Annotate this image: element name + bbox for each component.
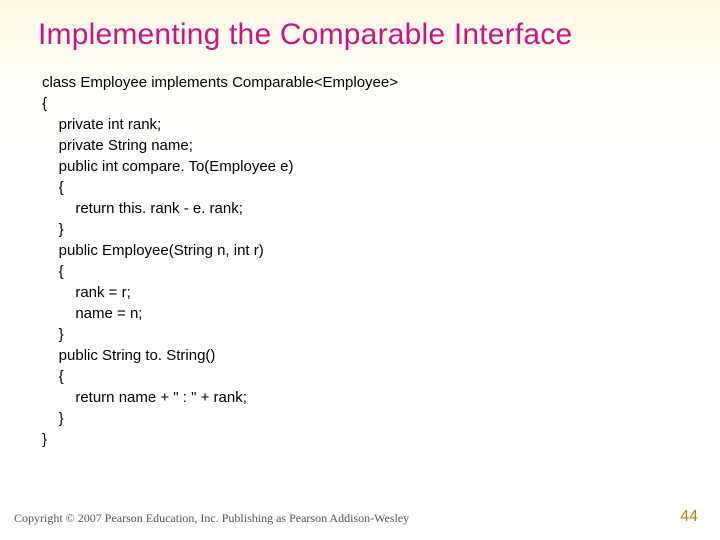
code-line: { <box>42 93 720 114</box>
code-line: public int compare. To(Employee e) <box>42 156 720 177</box>
code-line: { <box>42 366 720 387</box>
code-line: { <box>42 177 720 198</box>
code-line: name = n; <box>42 303 720 324</box>
code-line: public Employee(String n, int r) <box>42 240 720 261</box>
code-line: class Employee implements Comparable<Emp… <box>42 72 720 93</box>
code-line: private String name; <box>42 135 720 156</box>
code-block: class Employee implements Comparable<Emp… <box>0 52 720 450</box>
page-number: 44 <box>680 508 698 526</box>
copyright-footer: Copyright © 2007 Pearson Education, Inc.… <box>14 511 409 526</box>
code-line: private int rank; <box>42 114 720 135</box>
code-line: return name + " : " + rank; <box>42 387 720 408</box>
slide-title: Implementing the Comparable Interface <box>0 0 720 52</box>
code-line: return this. rank - e. rank; <box>42 198 720 219</box>
code-line: { <box>42 261 720 282</box>
code-line: public String to. String() <box>42 345 720 366</box>
code-line: rank = r; <box>42 282 720 303</box>
code-line: } <box>42 429 720 450</box>
code-line: } <box>42 219 720 240</box>
code-line: } <box>42 408 720 429</box>
code-line: } <box>42 324 720 345</box>
